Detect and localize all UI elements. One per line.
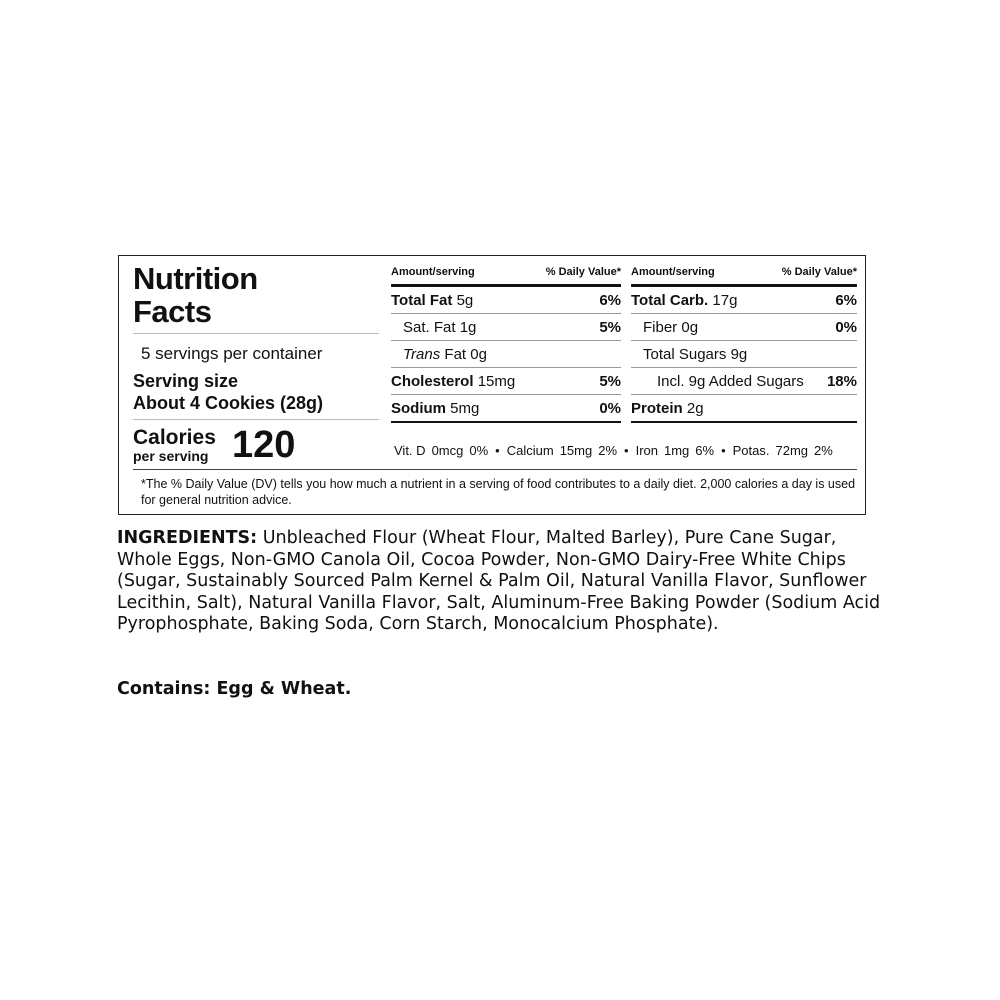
nutrient-dv: 5%: [599, 372, 621, 390]
divider: [133, 469, 857, 470]
per-serving: per serving: [133, 448, 209, 464]
serving-size: Serving size About 4 Cookies (28g): [133, 370, 323, 414]
nutrient-row: Protein 2g: [631, 395, 857, 423]
column-header: Amount/serving % Daily Value*: [391, 266, 621, 287]
nutrient-amount: 0g: [470, 345, 487, 363]
ingredients: INGREDIENTS: Unbleached Flour (Wheat Flo…: [117, 528, 887, 636]
vitamin-amount: 15mg: [559, 443, 593, 458]
vitamin-name: Potas.: [732, 443, 770, 458]
nutrient-amount: 5mg: [450, 399, 480, 417]
amount-header: Amount/serving: [391, 266, 475, 278]
nutrient-amount: 15mg: [477, 372, 516, 390]
nutrient-name: Sodium: [391, 399, 446, 417]
vitamin-name: Iron: [635, 443, 658, 458]
nutrient-column: Amount/serving % Daily Value* Total Carb.…: [631, 266, 857, 423]
vitamin-amount: 72mg: [775, 443, 809, 458]
nutrient-amount: 5g: [456, 291, 474, 309]
vitamin-item: Calcium 15mg 2%: [507, 443, 617, 458]
ingredients-label: INGREDIENTS:: [117, 528, 258, 548]
nutrient-amount: 9g: [730, 345, 748, 363]
nutrient-amount: 0g: [681, 318, 699, 336]
calories-value: 120: [232, 424, 296, 466]
vitamin-amount: 1mg: [663, 443, 690, 458]
divider: [133, 333, 379, 334]
nutrient-name: Fiber: [643, 318, 678, 336]
nutrient-dv: 5%: [599, 318, 621, 336]
divider: [133, 419, 379, 420]
nutrient-name: Total Fat: [391, 291, 453, 309]
nutrient-dv: 6%: [835, 291, 857, 309]
vitamin-item: Iron 1mg 6%: [636, 443, 715, 458]
allergens: Contains: Egg & Wheat.: [117, 679, 352, 699]
vitamin-dv: 2%: [598, 443, 618, 458]
vitamin-name: Calcium: [506, 443, 554, 458]
vitamin-dv: 2%: [814, 443, 833, 458]
nutrient-row: Total Carb. 17g 6%: [631, 287, 857, 314]
nutrient-name: Total Carb.: [631, 291, 709, 309]
nutrient-amount: 1g: [459, 318, 477, 336]
serving-size-value: About 4 Cookies (28g): [133, 393, 324, 413]
vitamins: Vit. D 0mcg 0% • Calcium 15mg 2% • Iron 1mg 6% • Pot…: [394, 443, 833, 458]
separator: •: [624, 443, 629, 458]
amount-header: Amount/serving: [631, 266, 715, 278]
vitamin-item: Vit. D 0mcg 0%: [394, 443, 488, 458]
dv-header: % Daily Value*: [545, 266, 621, 278]
nutrient-name: Total Sugars: [643, 345, 727, 363]
nutrient-dv: 0%: [599, 399, 621, 417]
nutrient-row: Incl. 9g Added Sugars 18%: [631, 368, 857, 395]
vitamin-dv: 0%: [469, 443, 489, 458]
nutrient-dv: 18%: [826, 372, 857, 390]
nutrition-label: Nutrition Facts 5 servings per container…: [118, 255, 866, 515]
separator: •: [495, 443, 500, 458]
nutrient-name: Cholesterol: [391, 372, 474, 390]
servings: 5 servings per container: [141, 344, 323, 363]
nutrient-dv: 6%: [599, 291, 621, 309]
nutrient-row: Sodium 5mg 0%: [391, 395, 621, 423]
vitamin-name: Vit. D: [394, 443, 426, 458]
label-title: Nutrition Facts: [133, 261, 258, 329]
nutrient-row: Fiber 0g 0%: [631, 314, 857, 341]
calories-block: Calories per serving 120: [133, 424, 295, 466]
vitamin-item: Potas. 72mg 2%: [733, 443, 833, 458]
nutrient-column: Amount/serving % Daily Value* Total Fat 5…: [391, 266, 621, 423]
nutrient-amount: 2g: [686, 399, 704, 417]
nutrient-row: Total Fat 5g 6%: [391, 287, 621, 314]
nutrient-amount: 17g: [712, 291, 738, 309]
calories-label: Calories: [133, 426, 216, 449]
nutrient-name: Trans: [403, 345, 441, 363]
column-header: Amount/serving % Daily Value*: [631, 266, 857, 287]
footnote: *The % Daily Value (DV) tells you how mu…: [141, 477, 856, 507]
nutrient-name: Incl. 9g Added Sugars: [657, 372, 804, 390]
ingredients-text: Unbleached Flour (Wheat Flour, Malted Ba…: [117, 528, 881, 634]
dv-header: % Daily Value*: [781, 266, 857, 278]
vitamin-amount: 0mcg: [431, 443, 464, 458]
nutrient-name: Sat. Fat: [403, 318, 456, 336]
nutrient-row: Cholesterol 15mg 5%: [391, 368, 621, 395]
separator: •: [721, 443, 726, 458]
nutrient-name: Protein: [631, 399, 683, 417]
nutrient-dv: 0%: [835, 318, 857, 336]
nutrient-row: Total Sugars 9g: [631, 341, 857, 368]
serving-size-label: Serving size: [133, 371, 239, 391]
nutrient-row: Sat. Fat 1g 5%: [391, 314, 621, 341]
vitamin-dv: 6%: [695, 443, 715, 458]
nutrient-row: Trans Fat 0g: [391, 341, 621, 368]
nutrient-name-rest: Fat: [444, 345, 467, 363]
